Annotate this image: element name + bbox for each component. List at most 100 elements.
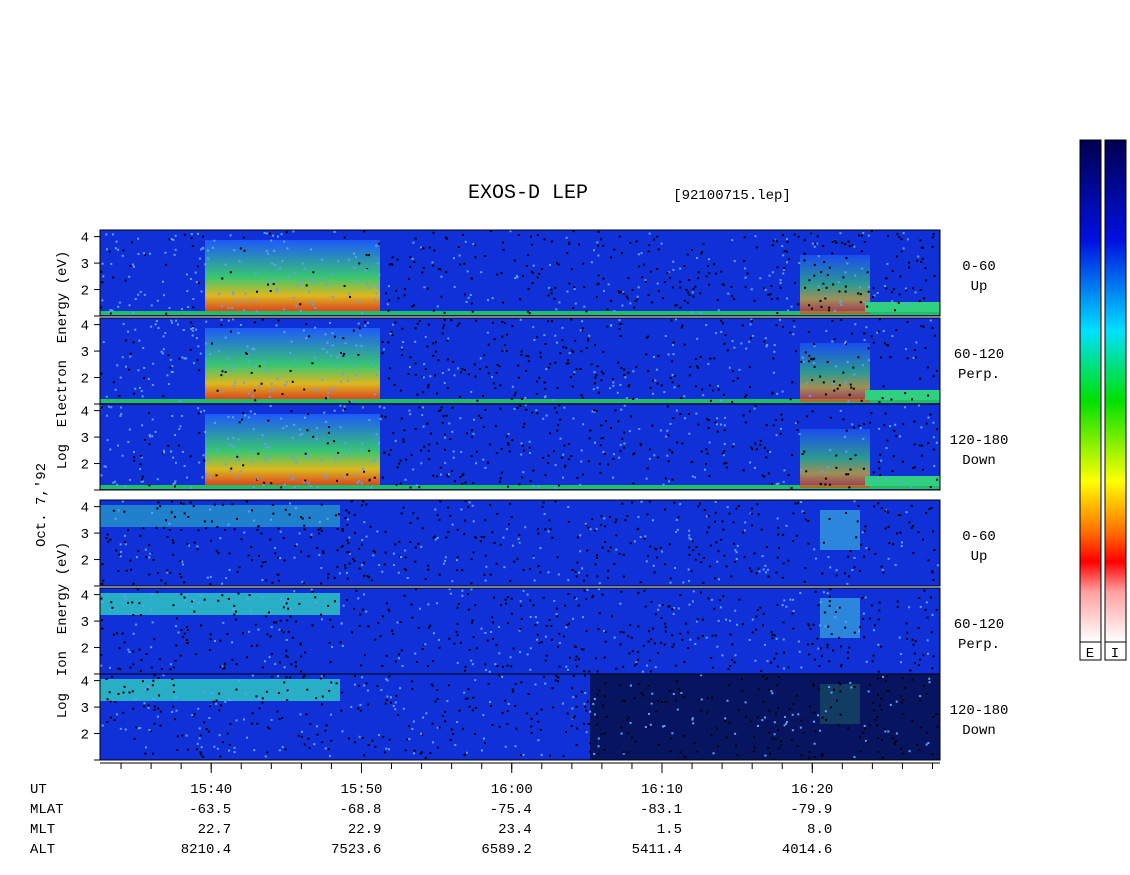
noise: [720, 399, 723, 402]
noise: [520, 681, 523, 684]
noise: [862, 467, 865, 470]
noise: [323, 411, 326, 414]
y-tick-label: 4: [81, 675, 89, 691]
noise: [600, 424, 603, 427]
noise: [153, 705, 156, 708]
noise: [773, 721, 776, 724]
noise: [796, 502, 799, 505]
noise: [303, 481, 306, 484]
noise: [933, 464, 936, 467]
noise: [108, 666, 111, 669]
noise: [458, 322, 461, 325]
noise: [452, 450, 455, 453]
noise: [223, 667, 226, 670]
noise: [121, 254, 124, 257]
noise: [162, 449, 165, 452]
noise: [790, 486, 793, 489]
noise: [224, 662, 227, 665]
noise: [733, 542, 736, 545]
noise: [394, 543, 397, 546]
y-tick-label: 3: [81, 257, 89, 273]
noise: [301, 517, 304, 520]
noise: [252, 486, 255, 489]
spectrogram-band: [865, 476, 940, 486]
noise: [733, 298, 736, 301]
noise: [529, 567, 532, 570]
noise: [314, 596, 317, 599]
noise: [409, 413, 412, 416]
noise: [458, 254, 461, 257]
noise: [117, 444, 120, 447]
noise: [649, 270, 652, 273]
noise: [351, 631, 354, 634]
noise: [707, 363, 710, 366]
noise: [619, 443, 622, 446]
noise: [562, 346, 565, 349]
noise: [363, 561, 366, 564]
noise: [112, 481, 115, 484]
noise: [771, 737, 774, 740]
noise: [850, 686, 853, 689]
spectrogram-noise: [100, 404, 939, 489]
noise: [388, 285, 391, 288]
noise: [829, 588, 832, 591]
noise: [624, 519, 627, 522]
noise: [503, 343, 506, 346]
noise: [736, 377, 739, 380]
noise: [283, 384, 286, 387]
noise: [609, 387, 612, 390]
noise: [420, 545, 423, 548]
noise: [196, 742, 199, 745]
noise: [631, 289, 634, 292]
noise: [761, 624, 764, 627]
noise: [291, 478, 294, 481]
noise: [683, 299, 686, 302]
noise: [772, 239, 775, 242]
noise: [367, 703, 370, 706]
noise: [482, 394, 485, 397]
noise: [432, 660, 435, 663]
noise: [138, 339, 141, 342]
noise: [835, 454, 838, 457]
noise: [423, 286, 426, 289]
noise: [348, 295, 351, 298]
noise: [864, 525, 867, 528]
noise: [555, 411, 558, 414]
noise: [872, 629, 875, 632]
noise: [148, 435, 151, 438]
noise: [894, 563, 897, 566]
noise: [120, 550, 123, 553]
noise: [363, 521, 366, 524]
noise: [580, 350, 583, 353]
noise: [664, 477, 667, 480]
noise: [163, 451, 166, 454]
noise: [258, 554, 261, 557]
noise: [878, 467, 881, 470]
noise: [460, 508, 463, 511]
noise: [395, 694, 398, 697]
noise: [635, 662, 638, 665]
noise: [172, 238, 175, 241]
noise: [556, 386, 559, 389]
footer-label: UT: [30, 782, 47, 798]
noise: [658, 604, 661, 607]
noise: [798, 650, 801, 653]
noise: [791, 453, 794, 456]
noise: [505, 602, 508, 605]
noise: [353, 560, 356, 563]
noise: [339, 404, 342, 407]
noise: [622, 553, 625, 556]
noise: [896, 255, 899, 258]
noise: [594, 376, 597, 379]
noise: [459, 476, 462, 479]
noise: [283, 681, 286, 684]
noise: [551, 536, 554, 539]
noise: [700, 698, 703, 701]
noise: [820, 271, 823, 274]
noise: [411, 687, 414, 690]
noise: [251, 559, 254, 562]
noise: [227, 319, 230, 322]
noise: [748, 638, 751, 641]
noise: [604, 525, 607, 528]
noise: [142, 347, 145, 350]
